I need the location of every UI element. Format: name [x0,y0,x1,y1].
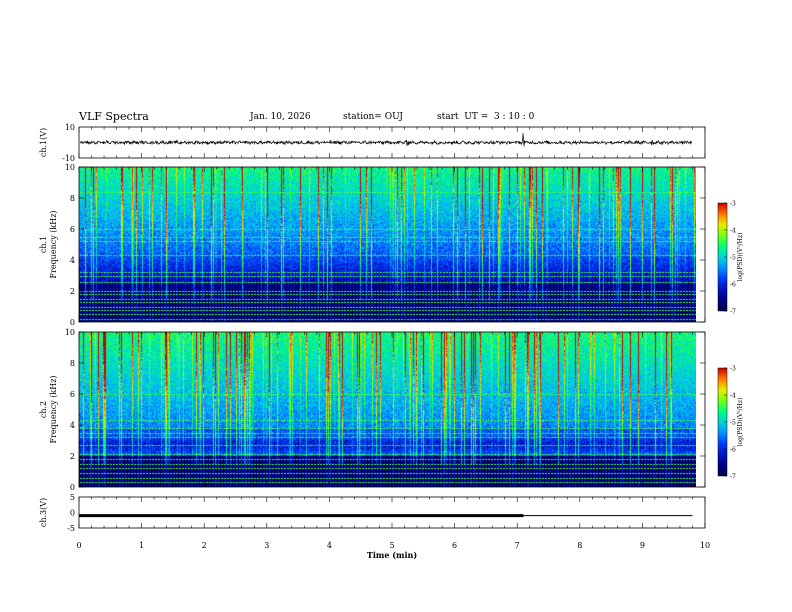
figure-title: VLF Spectra [79,110,149,123]
colorbar-tick-label: -7 [730,474,736,481]
colorbar-tick-label: -4 [730,228,736,235]
x-axis-label: Time (min) [367,550,417,560]
ch1-ytick-label: -10 [62,154,75,163]
colorbar-tick-label: -3 [730,201,736,208]
date-label: Jan. 10, 2026 [250,112,311,122]
spec-ytick-label: 8 [70,359,75,368]
x-tick-label: 1 [139,541,144,550]
ch1-ytick-label: 10 [65,123,75,132]
x-tick-label: 7 [515,541,520,550]
ch3-ytick-label: -5 [67,524,75,533]
spec-ylabel-channel: ch.2 [39,401,48,418]
ch3-ytick-label: 5 [70,493,75,502]
spec-ytick-label: 10 [65,328,75,337]
colorbar-tick-label: -7 [730,309,736,316]
spec-ylabel-freq: Frequency (kHz) [49,210,58,278]
x-tick-label: 5 [389,541,394,550]
x-tick-label: 2 [202,541,207,550]
x-tick-label: 4 [327,541,332,550]
x-tick-label: 6 [452,541,457,550]
panel-frame [78,166,706,323]
spec-ytick-label: 0 [70,318,75,327]
colorbar-tick-label: -5 [730,255,736,262]
ch3-ytick-label: 0 [70,509,75,518]
x-tick-label: 8 [577,541,582,550]
colorbar-tick-label: -6 [730,447,736,454]
colorbar-label: log(PSD)(V²/Hz) [737,398,744,447]
ch1-spectrogram-image [79,167,696,322]
colorbar-tick-label: -4 [730,393,736,400]
ch3-ylabel: ch.3(V) [39,498,48,527]
colorbar-tick-label: -5 [730,420,736,427]
colorbar-tick-label: -6 [730,282,736,289]
ch1-waveform-line [79,133,693,147]
start-ut-label: start UT = 3 : 10 : 0 [437,112,535,122]
panel-frame [78,331,706,488]
spec-ytick-label: 4 [70,421,75,430]
spec-ytick-label: 0 [70,483,75,492]
ch2-spectrogram-image [79,332,696,487]
x-tick-label: 10 [700,541,710,550]
spec-ytick-label: 10 [65,163,75,172]
colorbar-tick-label: -3 [730,366,736,373]
spec-ylabel-channel: ch.1 [39,236,48,253]
spec-ytick-label: 2 [70,452,75,461]
spec-ytick-label: 6 [70,390,75,399]
spec-ytick-label: 8 [70,194,75,203]
colorbar-label: log(PSD)(V²/Hz) [737,233,744,282]
station-label: station= OUJ [343,112,404,122]
spec-ytick-label: 2 [70,287,75,296]
x-tick-label: 9 [640,541,645,550]
spec-ytick-label: 4 [70,256,75,265]
ch1-ylabel: ch.1(V) [39,128,48,157]
spec-ylabel-freq: Frequency (kHz) [49,375,58,443]
spec-ytick-label: 6 [70,225,75,234]
x-tick-label: 3 [264,541,269,550]
x-tick-label: 0 [76,541,81,550]
